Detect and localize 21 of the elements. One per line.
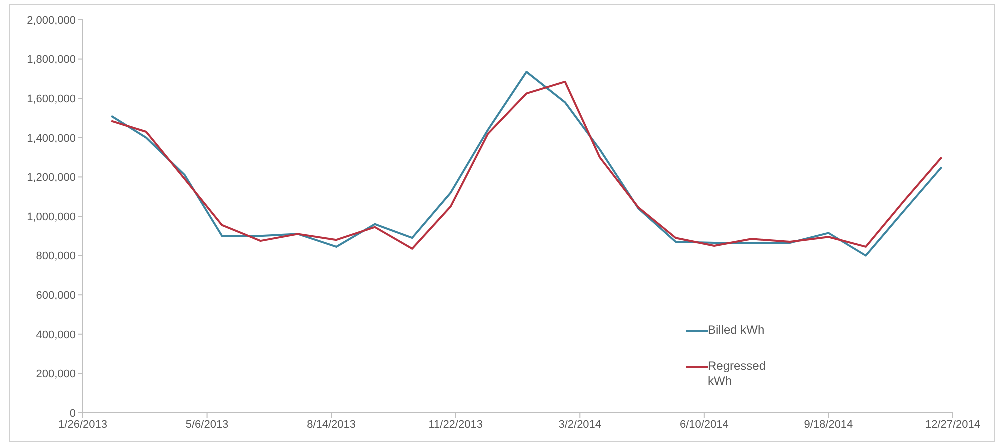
y-tick-label: 1,200,000 [27, 172, 76, 184]
y-tick-label: 0 [70, 408, 76, 420]
x-tick-label: 12/27/2014 [925, 418, 981, 431]
y-tick-label: 400,000 [36, 329, 76, 342]
y-tick-label: 1,600,000 [27, 94, 76, 106]
x-tick-label: 8/14/2013 [307, 418, 356, 431]
x-tick-label: 3/2/2014 [558, 418, 602, 431]
y-tick-label: 600,000 [36, 290, 76, 302]
y-tick-label: 200,000 [36, 368, 76, 381]
y-tick-label: 1,400,000 [27, 132, 76, 145]
legend-label: Regressed kWh [708, 359, 768, 389]
x-tick-label: 11/22/2013 [428, 418, 483, 431]
y-tick-label: 800,000 [36, 250, 76, 263]
x-tick-label: 5/6/2013 [186, 418, 229, 431]
y-tick-label: 1,000,000 [27, 211, 76, 224]
y-tick-label: 1,800,000 [27, 54, 76, 66]
x-tick-label: 6/10/2014 [680, 418, 729, 431]
legend-label: Billed kWh [708, 323, 766, 338]
x-tick-label: 9/18/2014 [804, 418, 854, 431]
x-tick-label: 1/26/2013 [58, 418, 108, 431]
y-tick-label: 2,000,000 [27, 14, 76, 27]
